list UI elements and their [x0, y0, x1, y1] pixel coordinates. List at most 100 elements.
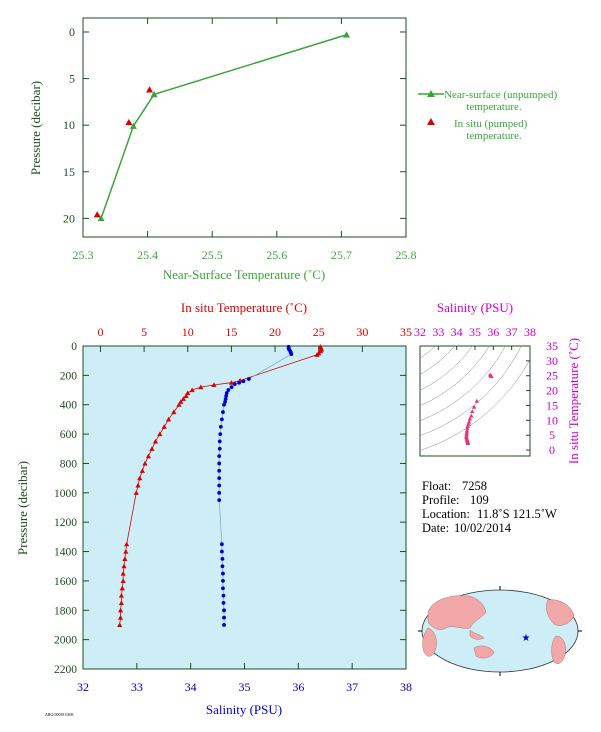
map-land-africa [422, 627, 437, 657]
ts-point [469, 413, 474, 418]
temperature-point [124, 541, 130, 547]
pressure-tick-label: 2200 [54, 664, 77, 676]
pressure-tick-label: 1600 [54, 576, 77, 588]
temperature-point [176, 402, 182, 407]
profile-value: 109 [470, 493, 489, 507]
temperature-point [121, 563, 127, 569]
salinity-point [221, 586, 225, 591]
temperature-point [161, 424, 167, 429]
point-unpumped [97, 214, 105, 222]
salinity-point [221, 410, 225, 414]
float-metadata: Float: 7258 Profile: 109 Location: 11.8˚… [422, 479, 557, 535]
location-label: Location: [422, 507, 470, 521]
pressure-tick-label: 200 [60, 370, 78, 382]
legend-label-unpumped: Near-surface (unpumped) temperature. [444, 89, 560, 113]
temperature-tick-label: 30 [356, 325, 368, 339]
salinity-point [221, 579, 225, 583]
point-pumped [146, 86, 154, 93]
temperature-point [183, 393, 189, 398]
salinity-tick-label: 33 [131, 680, 143, 694]
ts-x-tick-label: 35 [469, 325, 481, 339]
pressure-tick-label: 2000 [54, 635, 77, 647]
ts-y-tick-label: 35 [546, 339, 558, 353]
profile-axis-ticks: 0 5 10 15 20 25 30 35 32 33 34 35 36 37 38 0 200 400 600 80… [54, 325, 412, 694]
pressure-tick-label: 1200 [54, 517, 77, 529]
near-surface-temperature-chart: 25.3 25.4 25.5 25.6 25.7 25.8 0 5 10 15 20 Near-Su… [28, 17, 560, 282]
legend-label-unpumped-line1: Near-surface (unpumped) [444, 89, 557, 101]
temperature-point [314, 352, 320, 357]
temperature-point [185, 390, 191, 396]
salinity-point [222, 402, 226, 407]
salinity-point [219, 549, 224, 554]
salinity-point [221, 601, 226, 605]
salinity-tick-label: 34 [185, 680, 197, 694]
salinity-point [217, 454, 222, 459]
ts-x-tick-label: 32 [414, 325, 426, 339]
temperature-line [119, 346, 322, 626]
near-surface-axis-ticks: 25.3 25.4 25.5 25.6 25.7 25.8 0 5 10 15 20 [63, 18, 417, 262]
ts-x-tick-label: 38 [524, 325, 536, 339]
x-tick-label: 25.6 [266, 248, 287, 262]
y-tick-label: 0 [69, 25, 75, 39]
salinity-point [223, 399, 228, 404]
salinity-point [222, 615, 226, 620]
salinity-point [229, 385, 234, 390]
temperature-point [180, 396, 186, 401]
date-label: Date: [422, 521, 449, 535]
ts-y-tick-label: 0 [549, 443, 555, 457]
near-surface-ylabel: Pressure (decibar) [28, 81, 43, 175]
salinity-point [237, 380, 242, 385]
temperature-tick-label: 35 [400, 325, 412, 339]
ts-y-tick-label: 5 [549, 428, 555, 442]
temperature-point [135, 482, 141, 488]
temperature-point [157, 431, 163, 437]
temperature-tick-label: 5 [141, 325, 147, 339]
temperature-point [133, 490, 139, 495]
profile-label: Profile: [422, 493, 460, 507]
point-unpumped [150, 90, 158, 98]
ts-point [467, 416, 473, 421]
temperature-point [165, 416, 172, 422]
temperature-tick-label: 25 [313, 325, 325, 339]
ts-x-tick-label: 33 [432, 325, 444, 339]
legend-marker-pumped [427, 118, 435, 125]
map-land [422, 595, 575, 664]
salinity-point [222, 623, 226, 627]
temperature-point [149, 446, 155, 451]
near-surface-series [93, 31, 351, 222]
map-land-maritime [469, 629, 485, 640]
y-tick-label: 20 [63, 211, 75, 225]
profile-series [117, 344, 324, 628]
pressure-tick-label: 600 [60, 429, 78, 441]
ts-point [466, 421, 471, 426]
profile-chart: 0 5 10 15 20 25 30 35 32 33 34 35 36 37 38 0 200 400 600 80… [15, 300, 412, 717]
x-tick-label: 25.5 [202, 248, 223, 262]
ts-point [464, 430, 469, 435]
pressure-tick-label: 1800 [54, 605, 77, 617]
point-unpumped [129, 122, 137, 129]
salinity-point [220, 556, 225, 561]
salinity-point [289, 352, 294, 356]
pressure-tick-label: 800 [60, 458, 78, 470]
salinity-point [218, 424, 223, 429]
salinity-point [217, 439, 222, 444]
temperature-point [145, 453, 152, 459]
salinity-point [222, 608, 226, 613]
salinity-point [220, 564, 225, 569]
temperature-point [178, 399, 184, 404]
temperature-point [211, 382, 217, 387]
ts-x-tick-label: 37 [506, 325, 518, 339]
ts-y-tick-label: 15 [546, 398, 558, 412]
ts-y-tick-label: 20 [546, 384, 558, 398]
pressure-tick-label: 400 [60, 400, 78, 412]
temperature-point [118, 600, 125, 606]
y-tick-label: 10 [63, 118, 75, 132]
map-ticks [418, 586, 582, 676]
map-land-north-america [546, 599, 575, 626]
legend-label-unpumped-line2: temperature. [466, 101, 522, 113]
legend-marker-unpumped [427, 90, 435, 97]
temperature-point [139, 468, 145, 473]
salinity-point [221, 593, 226, 598]
pressure-tick-label: 0 [71, 341, 77, 353]
temperature-point [117, 622, 123, 628]
